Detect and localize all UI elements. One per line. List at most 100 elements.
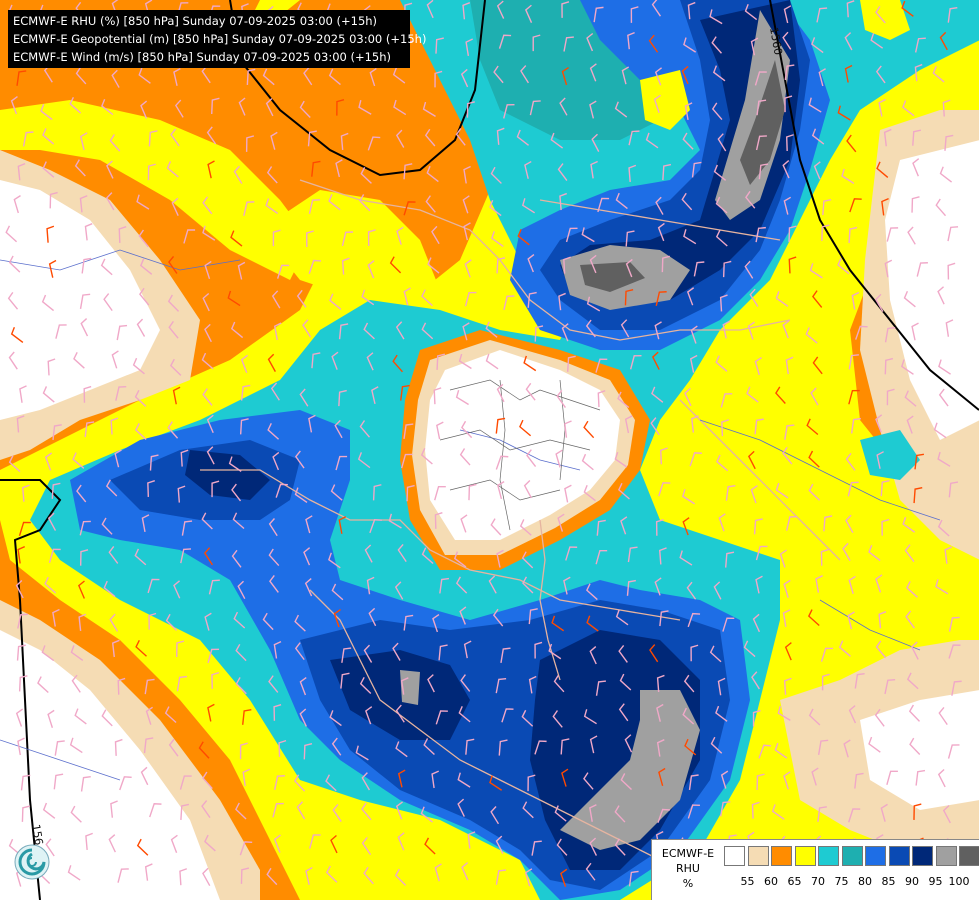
wind-barb	[884, 326, 896, 343]
wind-barb	[854, 673, 865, 689]
wind-barb	[37, 676, 49, 694]
wind-barb	[149, 803, 162, 818]
wind-barb	[202, 771, 213, 790]
wind-barb	[294, 642, 305, 661]
wind-barb	[21, 805, 31, 822]
wind-barb	[754, 71, 767, 86]
wind-barb	[420, 806, 433, 823]
wind-barb	[593, 6, 604, 23]
wind-barb	[715, 196, 728, 214]
wind-barb	[808, 450, 820, 468]
wind-barb	[105, 192, 115, 211]
wind-barb	[15, 579, 24, 599]
wind-barb	[782, 31, 792, 50]
wind-barb	[492, 608, 504, 627]
wind-barb	[911, 322, 919, 341]
wind-barb	[461, 420, 473, 439]
wind-barb	[815, 575, 823, 593]
wind-barb	[523, 355, 537, 372]
wind-barb	[174, 99, 184, 118]
wind-barb	[207, 160, 215, 179]
wind-barb	[495, 835, 504, 854]
wind-barb	[746, 386, 759, 403]
wind-barb	[403, 287, 411, 306]
wind-barb	[881, 198, 889, 216]
wind-barb	[779, 549, 787, 568]
wind-barb	[687, 804, 700, 819]
wind-barb	[48, 259, 57, 278]
wind-barb	[432, 613, 440, 633]
wind-barb	[614, 101, 628, 118]
wind-barb	[400, 384, 410, 401]
wind-barb	[421, 547, 434, 565]
wind-barb	[662, 163, 672, 181]
legend-tick: 90	[905, 875, 919, 888]
wind-barb	[495, 455, 509, 470]
wind-barb	[273, 704, 282, 721]
wind-barb	[553, 674, 565, 693]
wind-barb	[179, 775, 192, 790]
wind-barb	[180, 449, 189, 467]
wind-barb	[276, 264, 290, 279]
wind-barb	[176, 640, 185, 657]
wind-barb	[589, 646, 597, 665]
wind-barb	[396, 226, 404, 245]
wind-barb	[660, 447, 668, 465]
wind-barb	[693, 261, 705, 277]
wind-barb	[586, 615, 599, 632]
wind-barb	[294, 614, 306, 632]
wind-barb	[843, 739, 851, 758]
wind-barb	[521, 551, 534, 569]
wind-barb	[173, 68, 181, 86]
wind-barb	[812, 290, 823, 308]
wind-barb	[366, 576, 375, 595]
wind-barb	[103, 293, 113, 312]
country-borders	[200, 179, 841, 861]
wind-barb	[683, 37, 697, 53]
wind-barb	[119, 776, 132, 791]
wind-barb	[134, 390, 147, 407]
wind-barb	[101, 98, 114, 116]
wind-barb	[144, 863, 153, 881]
wind-barb	[591, 133, 600, 152]
wind-barb	[117, 868, 129, 883]
wind-barb	[164, 706, 177, 724]
wind-barb	[561, 323, 569, 342]
wind-barb	[240, 384, 251, 401]
wind-barb	[709, 9, 723, 25]
wind-barb	[168, 255, 178, 274]
wind-barb	[135, 640, 147, 657]
legend-swatch	[771, 846, 792, 866]
wind-barb	[19, 385, 27, 403]
wind-barb	[783, 196, 792, 215]
wind-barb	[332, 803, 342, 822]
legend-swatch	[841, 846, 863, 866]
wind-barb	[134, 548, 147, 566]
wind-barb	[42, 386, 55, 403]
wind-barb	[170, 834, 178, 853]
wind-barb	[775, 482, 789, 499]
wind-barb	[235, 643, 247, 662]
wind-barb	[902, 516, 916, 533]
wind-barb	[618, 703, 629, 722]
wind-barb	[563, 36, 574, 52]
wind-barb	[231, 483, 242, 502]
wind-barb	[427, 674, 435, 693]
wind-barb	[140, 100, 148, 119]
wind-barb	[848, 389, 860, 405]
wind-barb	[232, 512, 245, 530]
wind-barb	[777, 705, 791, 722]
wind-barb	[453, 551, 467, 568]
wind-barb	[462, 195, 470, 214]
wind-barb	[42, 161, 55, 178]
wind-barb	[13, 195, 21, 214]
wind-barb	[563, 576, 571, 595]
wind-barb	[364, 544, 373, 563]
wind-barb	[363, 322, 375, 340]
wind-barb	[367, 136, 381, 151]
wind-barb	[788, 225, 797, 242]
wind-barb	[808, 483, 820, 501]
wind-barb	[651, 0, 662, 17]
wind-barb	[683, 229, 697, 245]
